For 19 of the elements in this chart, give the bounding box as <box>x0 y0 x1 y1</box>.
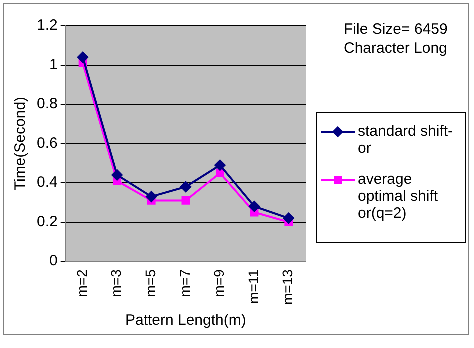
x-tick-label: m=9 <box>211 269 228 298</box>
y-axis-title: Time(Second) <box>12 96 30 191</box>
text: File Size= 6459 Character Long <box>344 20 449 58</box>
legend-label: standard shift-or <box>358 123 454 157</box>
y-tick-label: 0 <box>50 252 58 270</box>
legend-label: average optimal shift or(q=2) <box>358 171 440 222</box>
x-axis-title: Pattern Length(m) <box>125 312 246 330</box>
y-tick-label: 1 <box>50 56 58 74</box>
x-tick-label: m=5 <box>142 269 158 298</box>
y-tick-label: 1.2 <box>36 17 58 34</box>
x-tick-label: m=3 <box>108 269 124 298</box>
x-tick-label: m=13 <box>280 269 296 306</box>
x-tick-label: m=7 <box>176 269 193 298</box>
x-tick-label: m=11 <box>245 269 262 304</box>
y-tick-label: 0.4 <box>36 174 58 192</box>
y-tick-label: 0.6 <box>36 134 58 152</box>
x-tick-label: m=2 <box>74 269 90 298</box>
y-tick-label: 0.2 <box>36 213 58 230</box>
y-tick-label: 0.8 <box>36 96 58 113</box>
